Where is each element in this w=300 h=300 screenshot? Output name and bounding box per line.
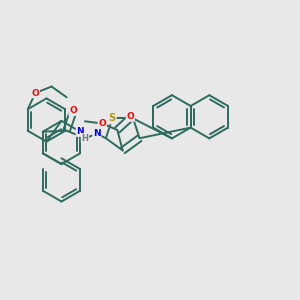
Text: S: S bbox=[109, 113, 116, 124]
Text: N: N bbox=[76, 127, 84, 136]
Text: O: O bbox=[98, 119, 106, 128]
Text: O: O bbox=[126, 112, 134, 121]
Text: O: O bbox=[32, 88, 39, 98]
Text: N: N bbox=[93, 129, 100, 138]
Text: H: H bbox=[82, 134, 88, 143]
Text: O: O bbox=[69, 106, 77, 115]
